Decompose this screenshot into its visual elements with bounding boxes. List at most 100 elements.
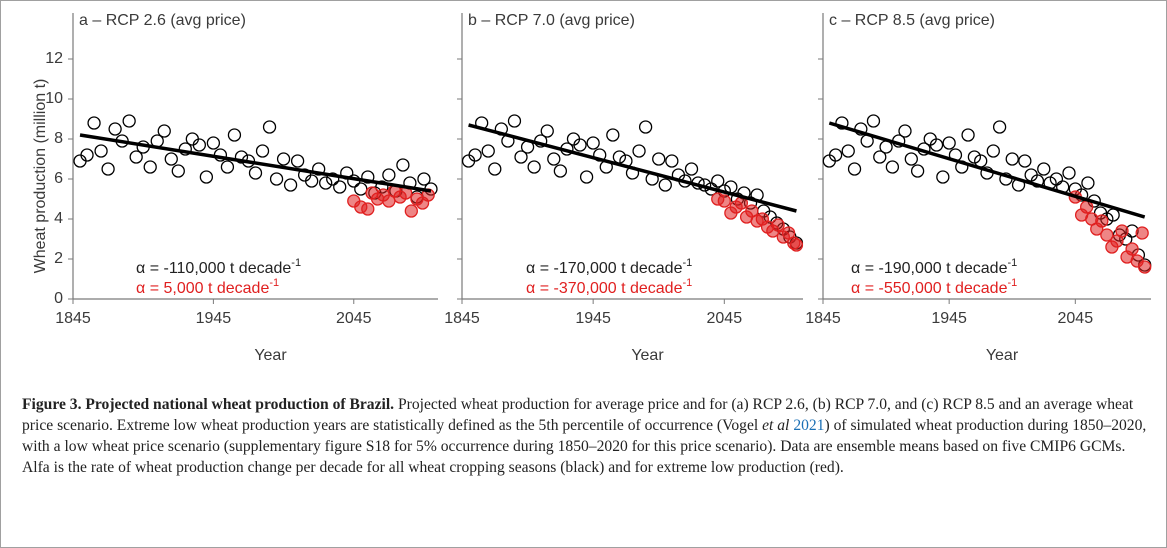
point (157, 124, 171, 138)
point (164, 152, 178, 166)
point (87, 116, 101, 130)
point (1030, 174, 1045, 188)
x-tick-label: 2045 (336, 310, 372, 327)
point (638, 120, 653, 134)
extreme-point (1138, 260, 1152, 274)
point (468, 148, 482, 162)
extreme-point (1115, 224, 1129, 238)
extreme-point (717, 194, 731, 208)
caption-citation-year[interactable]: 2021 (793, 417, 825, 434)
caption: Figure 3. Projected national wheat produ… (22, 394, 1147, 478)
trend-line (79, 133, 432, 193)
point (361, 170, 375, 184)
point (333, 180, 347, 194)
extreme-point (1135, 226, 1149, 240)
point (108, 122, 122, 136)
point (305, 174, 319, 188)
extreme-point (771, 218, 785, 232)
extreme-point (1100, 228, 1114, 242)
point (262, 120, 277, 134)
point (199, 170, 214, 184)
point (885, 160, 900, 174)
point (312, 162, 326, 176)
caption-text: ) of simulated wheat production during 1… (22, 417, 1147, 476)
point (220, 160, 235, 174)
point (206, 136, 221, 150)
extreme-point (404, 204, 418, 218)
slope-text: α = -550,000 t decade (851, 280, 1008, 297)
trend-line (828, 121, 1146, 219)
point (382, 168, 396, 182)
y-tick-label: 6 (54, 170, 63, 187)
slope-annotation: α = -550,000 t decade-1 (851, 277, 1017, 297)
point (1037, 162, 1051, 176)
point (658, 178, 672, 192)
x-tick-label: 1945 (196, 310, 232, 327)
slope-annotation: α = 5,000 t decade-1 (136, 277, 279, 297)
point (553, 164, 568, 178)
x-axis-label: Year (631, 347, 664, 364)
charts: a – RCP 2.6 (avg price) 0 2 4 6 8 10 12 1845 1945… (32, 12, 1152, 364)
x-tick-label: 2045 (1058, 310, 1094, 327)
point (866, 114, 881, 128)
point (227, 128, 242, 142)
point (507, 114, 522, 128)
slope-annotation: α = -370,000 t decade-1 (526, 277, 692, 297)
point (481, 144, 495, 158)
point (898, 124, 912, 138)
point (828, 148, 843, 162)
point (488, 162, 502, 176)
point (248, 166, 263, 180)
panel-title: c – RCP 8.5 (avg price) (829, 12, 995, 29)
extreme-point (1080, 200, 1094, 214)
point (873, 150, 887, 164)
point (319, 176, 333, 190)
point (904, 152, 918, 166)
caption-italic: et al (762, 417, 790, 434)
point (1018, 154, 1032, 168)
point (276, 152, 291, 166)
slope-exponent: -1 (1007, 277, 1017, 289)
point (910, 164, 925, 178)
point (192, 138, 206, 152)
point (122, 114, 136, 128)
point (129, 150, 143, 164)
point (234, 150, 249, 164)
point (652, 152, 666, 166)
extreme-point (1125, 242, 1139, 256)
point (586, 136, 600, 150)
slope-annotation: α = -170,000 t decade-1 (526, 257, 692, 277)
point (606, 128, 620, 142)
point (80, 148, 94, 162)
point (936, 170, 950, 184)
point (1005, 152, 1019, 166)
caption-title: Figure 3. Projected national wheat produ… (22, 396, 395, 413)
x-tick-label: 1845 (444, 310, 480, 327)
panel-title: b – RCP 7.0 (avg price) (468, 12, 635, 29)
extreme-point (1095, 214, 1109, 228)
point (942, 136, 956, 150)
point (711, 174, 725, 188)
point (573, 138, 587, 152)
slope-exponent: -1 (682, 277, 692, 289)
slope-text: α = -110,000 t decade (136, 260, 291, 277)
x-tick-label: 1945 (575, 310, 611, 327)
trend-line (468, 123, 797, 213)
point (665, 154, 679, 168)
extreme-point (361, 202, 375, 216)
point (269, 172, 284, 186)
point (847, 162, 862, 176)
slope-annotation: α = -190,000 t decade-1 (851, 257, 1017, 277)
panel-title: a – RCP 2.6 (avg price) (79, 12, 246, 29)
point (992, 120, 1007, 134)
point (94, 144, 108, 158)
point (255, 144, 270, 158)
point (841, 144, 855, 158)
point (527, 160, 541, 174)
point (143, 160, 157, 174)
point (632, 144, 646, 158)
point (1062, 166, 1076, 180)
slope-text: α = -370,000 t decade (526, 280, 683, 297)
y-tick-label: 4 (54, 210, 63, 227)
